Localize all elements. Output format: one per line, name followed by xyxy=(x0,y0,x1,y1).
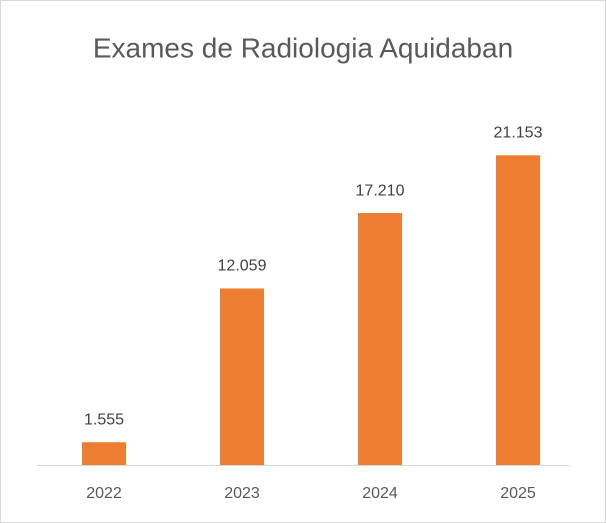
data-label: 21.153 xyxy=(494,125,543,142)
x-tick-label: 2025 xyxy=(500,485,536,502)
data-label: 17.210 xyxy=(356,182,405,199)
bar xyxy=(496,155,540,466)
bar xyxy=(82,442,126,465)
data-label: 12.059 xyxy=(218,258,267,275)
x-tick-label: 2022 xyxy=(86,485,122,502)
chart-title: Exames de Radiologia Aquidaban xyxy=(93,32,513,63)
bar xyxy=(220,288,264,465)
x-tick-label: 2023 xyxy=(224,485,260,502)
x-tick-label: 2024 xyxy=(362,485,398,502)
bar xyxy=(358,213,402,465)
data-label: 1.555 xyxy=(84,411,124,428)
